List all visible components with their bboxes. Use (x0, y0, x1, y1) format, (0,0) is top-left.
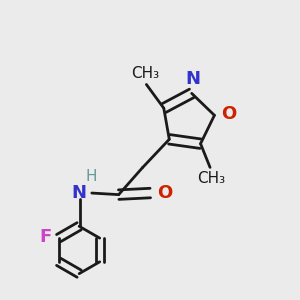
Text: N: N (186, 70, 201, 88)
Text: CH₃: CH₃ (131, 66, 159, 81)
Text: CH₃: CH₃ (198, 171, 226, 186)
Text: O: O (221, 105, 237, 123)
Text: N: N (71, 184, 86, 202)
Text: O: O (157, 184, 172, 202)
Text: F: F (39, 227, 52, 245)
Text: H: H (85, 169, 97, 184)
